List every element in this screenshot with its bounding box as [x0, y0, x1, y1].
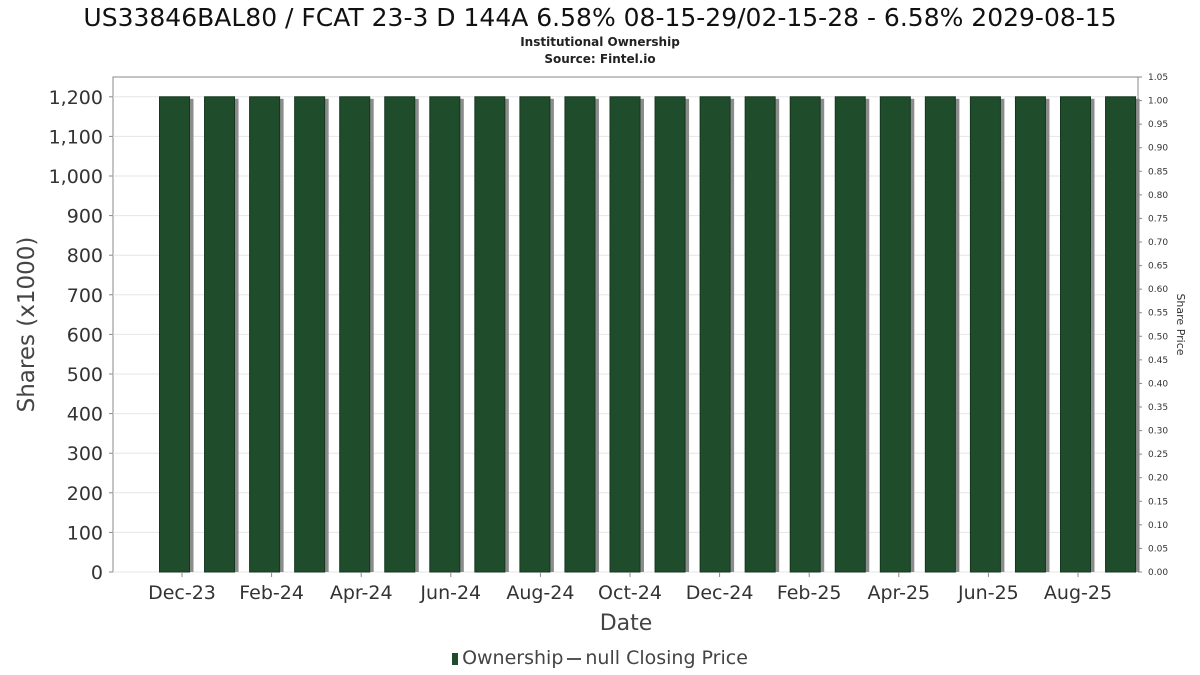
y-tick-label: 900 [67, 206, 103, 228]
ownership-bar [699, 96, 731, 573]
x-tick-label: Jun-24 [419, 582, 481, 604]
y2-tick-label: 0.65 [1148, 262, 1168, 272]
y2-tick-label: 0.25 [1148, 450, 1168, 460]
ownership-bar [204, 96, 236, 573]
y-tick-label: 100 [67, 522, 103, 544]
ownership-legend-swatch [452, 652, 459, 665]
y-tick-label: 1,000 [49, 166, 103, 188]
ownership-bar [1014, 96, 1046, 573]
x-tick-label: Feb-24 [239, 582, 304, 604]
y2-tick-label: 0.10 [1148, 521, 1168, 531]
y-tick-label: 0 [91, 562, 103, 584]
y2-tick-label: 1.00 [1148, 97, 1168, 107]
y2-tick-label: 0.95 [1148, 120, 1168, 130]
y-tick-label: 500 [67, 364, 103, 386]
chart-source: Source: Fintel.io [544, 52, 656, 66]
y2-tick-label: 0.15 [1148, 497, 1168, 507]
ownership-bar [294, 96, 326, 573]
legend-ownership-label: Ownership [462, 647, 564, 669]
x-tick-label: Dec-24 [686, 582, 754, 604]
closing-price-legend-swatch [567, 657, 582, 660]
x-tick-label: Jun-25 [957, 582, 1019, 604]
ownership-bar [1060, 96, 1091, 573]
ownership-bar [879, 96, 911, 573]
y2-tick-label: 0.55 [1148, 309, 1168, 319]
y2-tick-label: 0.05 [1148, 544, 1168, 554]
x-axis-label: Date [600, 611, 653, 636]
y-tick-label: 400 [67, 404, 103, 426]
ownership-bar [474, 96, 506, 573]
y2-tick-label: 0.60 [1148, 285, 1168, 295]
y-tick-label: 1,200 [49, 87, 103, 109]
y-tick-label: 1,100 [49, 126, 103, 148]
y-tick-label: 200 [67, 483, 103, 505]
ownership-bar [969, 96, 1001, 573]
ownership-bar [1105, 96, 1137, 573]
x-tick-label: Apr-25 [867, 582, 930, 604]
x-tick-label: Aug-25 [1044, 582, 1112, 604]
ownership-bar [609, 96, 641, 573]
y2-tick-label: 0.50 [1148, 332, 1168, 342]
y2-tick-label: 0.00 [1148, 568, 1168, 578]
ownership-bar [564, 96, 596, 573]
y2-tick-label: 0.30 [1148, 427, 1168, 437]
ownership-bar [789, 96, 821, 573]
chart-subtitle: Institutional Ownership [520, 35, 680, 49]
y2-tick-label: 0.85 [1148, 167, 1168, 177]
y2-tick-label: 0.70 [1148, 238, 1168, 248]
y-axis-label: Shares (x1000) [14, 237, 40, 413]
y2-tick-label: 0.75 [1148, 214, 1168, 224]
ownership-bar [519, 96, 551, 573]
x-tick-label: Aug-24 [506, 582, 574, 604]
y2-tick-label: 1.05 [1148, 73, 1168, 83]
y2-tick-label: 0.45 [1148, 356, 1168, 366]
ownership-bar [249, 96, 281, 573]
ownership-bar [834, 96, 866, 573]
y-tick-label: 600 [67, 324, 103, 346]
ownership-bar [924, 96, 956, 573]
chart-title: US33846BAL80 / FCAT 23-3 D 144A 6.58% 08… [83, 3, 1117, 32]
ownership-bar [339, 96, 371, 573]
legend: Ownership null Closing Price [0, 647, 1200, 669]
ownership-bar [384, 96, 416, 573]
y2-axis-label: Share Price [1174, 293, 1187, 355]
legend-closing-price-label: null Closing Price [585, 647, 748, 669]
ownership-bar [744, 96, 776, 573]
x-tick-label: Feb-25 [777, 582, 842, 604]
ownership-bar [429, 96, 461, 573]
x-tick-label: Oct-24 [598, 582, 662, 604]
y-tick-label: 300 [67, 443, 103, 465]
y2-tick-label: 0.40 [1148, 379, 1168, 389]
x-tick-label: Apr-24 [330, 582, 393, 604]
y2-tick-label: 0.90 [1148, 144, 1168, 154]
y2-tick-label: 0.80 [1148, 191, 1168, 201]
ownership-bar [654, 96, 686, 573]
ownership-bar [159, 96, 190, 573]
y-tick-label: 800 [67, 245, 103, 267]
y2-tick-label: 0.35 [1148, 403, 1168, 413]
x-tick-label: Dec-23 [148, 582, 216, 604]
y-tick-label: 700 [67, 285, 103, 307]
y2-tick-label: 0.20 [1148, 474, 1168, 484]
